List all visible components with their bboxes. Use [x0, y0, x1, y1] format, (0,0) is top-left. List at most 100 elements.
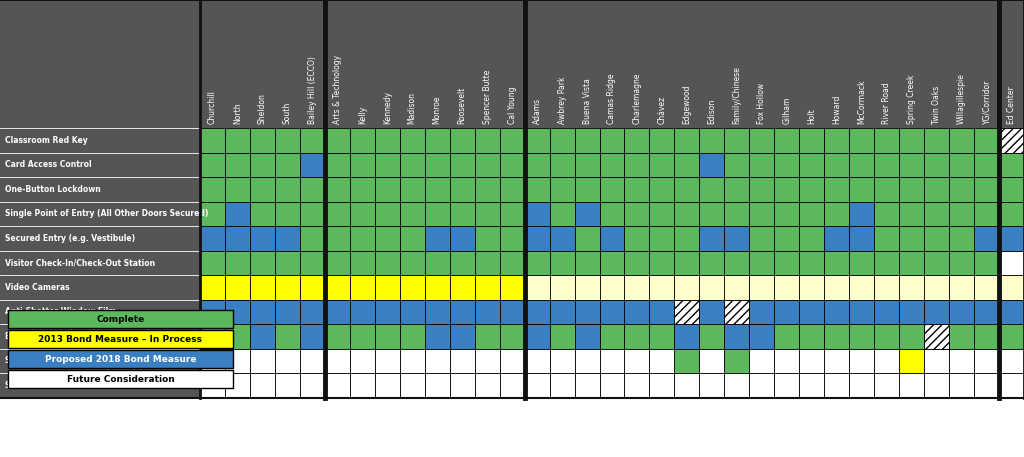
Bar	[250, 128, 274, 153]
Bar	[974, 202, 999, 226]
Bar	[750, 226, 774, 250]
Bar	[675, 324, 699, 349]
Bar	[574, 373, 599, 398]
Text: Madison: Madison	[408, 92, 417, 124]
Text: Buena Vista: Buena Vista	[583, 78, 592, 124]
Text: Adams: Adams	[532, 98, 542, 124]
Bar	[774, 275, 800, 299]
Bar	[425, 373, 450, 398]
Bar	[699, 128, 724, 153]
Bar	[999, 299, 1024, 324]
Bar	[800, 275, 824, 299]
Bar	[350, 373, 375, 398]
Bar	[200, 250, 225, 275]
Bar	[325, 373, 350, 398]
Bar	[375, 349, 399, 373]
Bar	[325, 250, 350, 275]
Bar	[999, 128, 1024, 153]
Bar	[899, 324, 924, 349]
Bar	[924, 275, 949, 299]
Text: Cal Young: Cal Young	[508, 86, 517, 124]
Bar	[225, 373, 250, 398]
Bar	[250, 349, 274, 373]
Bar	[800, 373, 824, 398]
Bar	[325, 349, 350, 373]
Bar	[949, 153, 974, 177]
Bar	[475, 250, 500, 275]
Bar	[675, 177, 699, 202]
Bar	[524, 373, 550, 398]
Bar	[250, 202, 274, 226]
Bar	[325, 202, 350, 226]
Bar	[574, 226, 599, 250]
Bar	[874, 349, 899, 373]
Text: Howard: Howard	[833, 95, 842, 124]
Text: Kelly: Kelly	[357, 106, 367, 124]
Bar	[824, 299, 849, 324]
Bar	[399, 153, 425, 177]
Bar	[399, 250, 425, 275]
Bar	[874, 275, 899, 299]
Bar	[724, 275, 750, 299]
Bar	[425, 128, 450, 153]
Bar	[375, 324, 399, 349]
Bar	[824, 250, 849, 275]
Bar	[625, 128, 649, 153]
Bar	[300, 250, 325, 275]
Text: Gilham: Gilham	[782, 96, 792, 124]
Bar	[724, 128, 750, 153]
Bar	[300, 299, 325, 324]
Bar	[500, 324, 524, 349]
Bar	[849, 373, 874, 398]
Bar	[225, 202, 250, 226]
Bar	[425, 153, 450, 177]
Bar	[274, 299, 300, 324]
Bar	[599, 299, 625, 324]
Bar	[649, 349, 675, 373]
Bar	[750, 128, 774, 153]
Bar	[524, 275, 550, 299]
Bar	[574, 349, 599, 373]
Bar	[625, 299, 649, 324]
Bar	[750, 275, 774, 299]
Bar	[325, 275, 350, 299]
Bar	[300, 349, 325, 373]
Bar	[949, 128, 974, 153]
Bar	[675, 299, 699, 324]
Text: Arts & Technology: Arts & Technology	[333, 55, 342, 124]
Bar	[899, 275, 924, 299]
Bar	[274, 373, 300, 398]
Bar	[8, 350, 233, 368]
Bar	[599, 373, 625, 398]
Bar	[524, 349, 550, 373]
Bar	[274, 128, 300, 153]
Bar	[274, 226, 300, 250]
Bar	[450, 153, 475, 177]
Bar	[824, 153, 849, 177]
Bar	[475, 324, 500, 349]
Bar	[524, 202, 550, 226]
Bar	[225, 324, 250, 349]
Bar	[200, 128, 225, 153]
Bar	[849, 324, 874, 349]
Bar	[824, 349, 849, 373]
Text: Awbrey Park: Awbrey Park	[557, 76, 566, 124]
Bar	[200, 349, 225, 373]
Bar	[200, 299, 225, 324]
Bar	[500, 177, 524, 202]
Bar	[524, 250, 550, 275]
Bar	[649, 177, 675, 202]
Bar	[649, 324, 675, 349]
Bar	[675, 373, 699, 398]
Bar	[300, 153, 325, 177]
Bar	[774, 202, 800, 226]
Bar	[699, 177, 724, 202]
Bar	[524, 177, 550, 202]
Text: Edison: Edison	[708, 99, 717, 124]
Bar	[949, 299, 974, 324]
Bar	[425, 324, 450, 349]
Text: McCormack: McCormack	[857, 80, 866, 124]
Bar	[800, 349, 824, 373]
Bar	[274, 275, 300, 299]
Bar	[450, 177, 475, 202]
